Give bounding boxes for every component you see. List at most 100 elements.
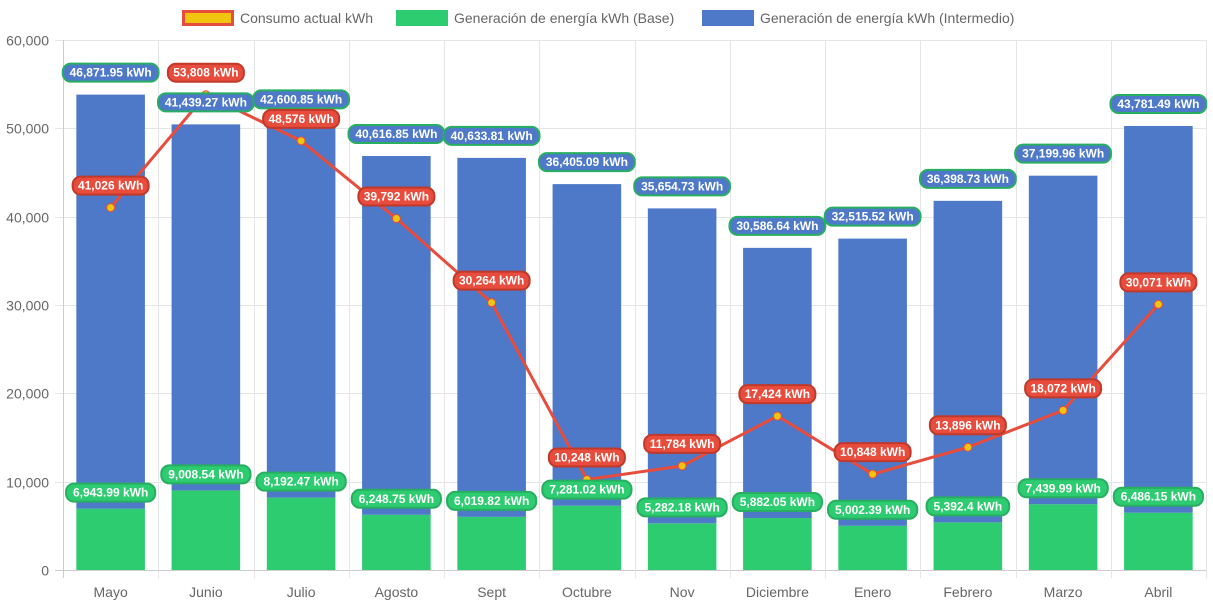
label-base-text: 9,008.54 kWh xyxy=(168,467,243,481)
bars xyxy=(76,94,1193,570)
label-consumo-text: 17,424 kWh xyxy=(745,387,810,401)
label-consumo: 17,424 kWh xyxy=(738,384,817,405)
label-consumo-bg xyxy=(833,442,912,463)
label-consumo-text: 10,248 kWh xyxy=(554,450,619,464)
bar-intermedio xyxy=(743,247,812,519)
bar-intermedio xyxy=(1124,125,1193,513)
bar-base xyxy=(171,490,241,570)
label-consumo: 10,248 kWh xyxy=(547,447,626,468)
label-consumo-text: 30,071 kWh xyxy=(1126,275,1191,289)
bar-intermedio xyxy=(171,124,241,491)
label-intermedio-bg xyxy=(823,206,922,227)
legend: Consumo actual kWh Generación de energía … xyxy=(182,10,1014,26)
y-tick-label: 40,000 xyxy=(6,210,49,226)
y-tick-label: 0 xyxy=(41,563,49,579)
label-consumo-text: 39,792 kWh xyxy=(364,190,429,204)
label-intermedio-text: 40,616.85 kWh xyxy=(355,127,437,141)
label-intermedio-text: 35,654.73 kWh xyxy=(641,179,723,193)
label-base-bg xyxy=(255,471,347,492)
label-intermedio: 42,600.85 kWh xyxy=(252,89,351,110)
y-tick-label: 50,000 xyxy=(6,121,49,137)
label-consumo-text: 53,808 kWh xyxy=(173,66,238,80)
label-consumo-bg xyxy=(262,108,341,129)
x-tick-label: Enero xyxy=(854,584,892,600)
label-base-bg xyxy=(925,496,1011,517)
bar-base xyxy=(1028,504,1098,570)
label-base: 5,282.18 kWh xyxy=(636,497,728,518)
label-intermedio-text: 36,398.73 kWh xyxy=(927,172,1009,186)
label-intermedio: 46,871.95 kWh xyxy=(61,62,160,83)
label-consumo-text: 41,026 kWh xyxy=(78,179,143,193)
label-consumo: 18,072 kWh xyxy=(1024,378,1103,399)
bar-base xyxy=(76,508,145,570)
bar-intermedio xyxy=(933,200,1003,523)
label-consumo: 11,784 kWh xyxy=(643,433,722,454)
label-intermedio-bg xyxy=(252,89,351,110)
label-intermedio: 37,199.96 kWh xyxy=(1014,143,1113,164)
label-base: 7,439.99 kWh xyxy=(1017,478,1109,499)
line-point xyxy=(106,203,116,213)
label-consumo-bg xyxy=(547,447,626,468)
x-tick-label: Marzo xyxy=(1044,584,1083,600)
y-tick-label: 20,000 xyxy=(6,386,49,402)
label-intermedio-text: 41,439.27 kWh xyxy=(165,95,247,109)
label-base: 7,281.02 kWh xyxy=(541,479,633,500)
label-intermedio-text: 46,871.95 kWh xyxy=(70,66,152,80)
label-consumo: 53,808 kWh xyxy=(166,62,245,83)
consumption-line-path xyxy=(109,93,1160,481)
label-consumo: 30,264 kWh xyxy=(452,270,531,291)
label-base: 9,008.54 kWh xyxy=(160,464,252,485)
label-consumo-text: 13,896 kWh xyxy=(935,418,1000,432)
x-tick-label: Octubre xyxy=(562,584,612,600)
label-consumo-bg xyxy=(71,175,150,196)
label-intermedio-text: 36,405.09 kWh xyxy=(546,155,628,169)
label-consumo-bg xyxy=(1119,272,1198,293)
bar-base xyxy=(743,518,812,570)
label-base-bg xyxy=(636,497,728,518)
label-intermedio-bg xyxy=(537,152,636,173)
label-intermedio-bg xyxy=(442,125,541,146)
label-intermedio-bg xyxy=(1109,93,1208,114)
label-base-bg xyxy=(1112,486,1204,507)
label-base: 6,248.75 kWh xyxy=(350,488,442,509)
label-consumo-bg xyxy=(452,270,531,291)
label-base: 6,943.99 kWh xyxy=(65,482,157,503)
line-point xyxy=(1058,405,1068,415)
x-tick-label: Febrero xyxy=(943,584,992,600)
label-base-text: 7,439.99 kWh xyxy=(1025,481,1100,495)
label-consumo: 39,792 kWh xyxy=(357,186,436,207)
label-base-text: 5,282.18 kWh xyxy=(644,500,719,514)
label-base-bg xyxy=(827,499,919,520)
label-intermedio-text: 42,600.85 kWh xyxy=(260,92,342,106)
label-consumo-bg xyxy=(166,62,245,83)
bar-base xyxy=(647,523,717,570)
line-point xyxy=(296,136,306,146)
label-consumo: 10,848 kWh xyxy=(833,442,912,463)
label-base: 6,019.82 kWh xyxy=(446,490,538,511)
label-consumo-bg xyxy=(357,186,436,207)
x-tick-label: Agosto xyxy=(375,584,419,600)
label-intermedio: 43,781.49 kWh xyxy=(1109,93,1208,114)
label-consumo-text: 11,784 kWh xyxy=(650,437,715,451)
bar-base xyxy=(552,505,622,570)
x-tick-label: Sept xyxy=(477,584,506,600)
x-tick-label: Abril xyxy=(1144,584,1172,600)
label-base-text: 5,002.39 kWh xyxy=(835,503,910,517)
label-intermedio-bg xyxy=(728,215,827,236)
consumption-line xyxy=(106,90,1163,484)
line-point xyxy=(963,442,973,452)
label-base-bg xyxy=(160,464,252,485)
label-intermedio: 41,439.27 kWh xyxy=(156,92,255,113)
label-base-bg xyxy=(541,479,633,500)
x-tick-label: Julio xyxy=(287,584,316,600)
bar-base xyxy=(838,525,907,570)
label-base-text: 5,882.05 kWh xyxy=(740,495,815,509)
label-intermedio-text: 37,199.96 kWh xyxy=(1022,147,1104,161)
x-tick-label: Nov xyxy=(670,584,695,600)
line-point xyxy=(677,461,687,471)
bar-base xyxy=(266,497,336,570)
label-base-text: 6,019.82 kWh xyxy=(454,494,529,508)
bar-base xyxy=(1124,512,1193,570)
line-point xyxy=(487,298,497,308)
label-base-text: 7,281.02 kWh xyxy=(549,483,624,497)
